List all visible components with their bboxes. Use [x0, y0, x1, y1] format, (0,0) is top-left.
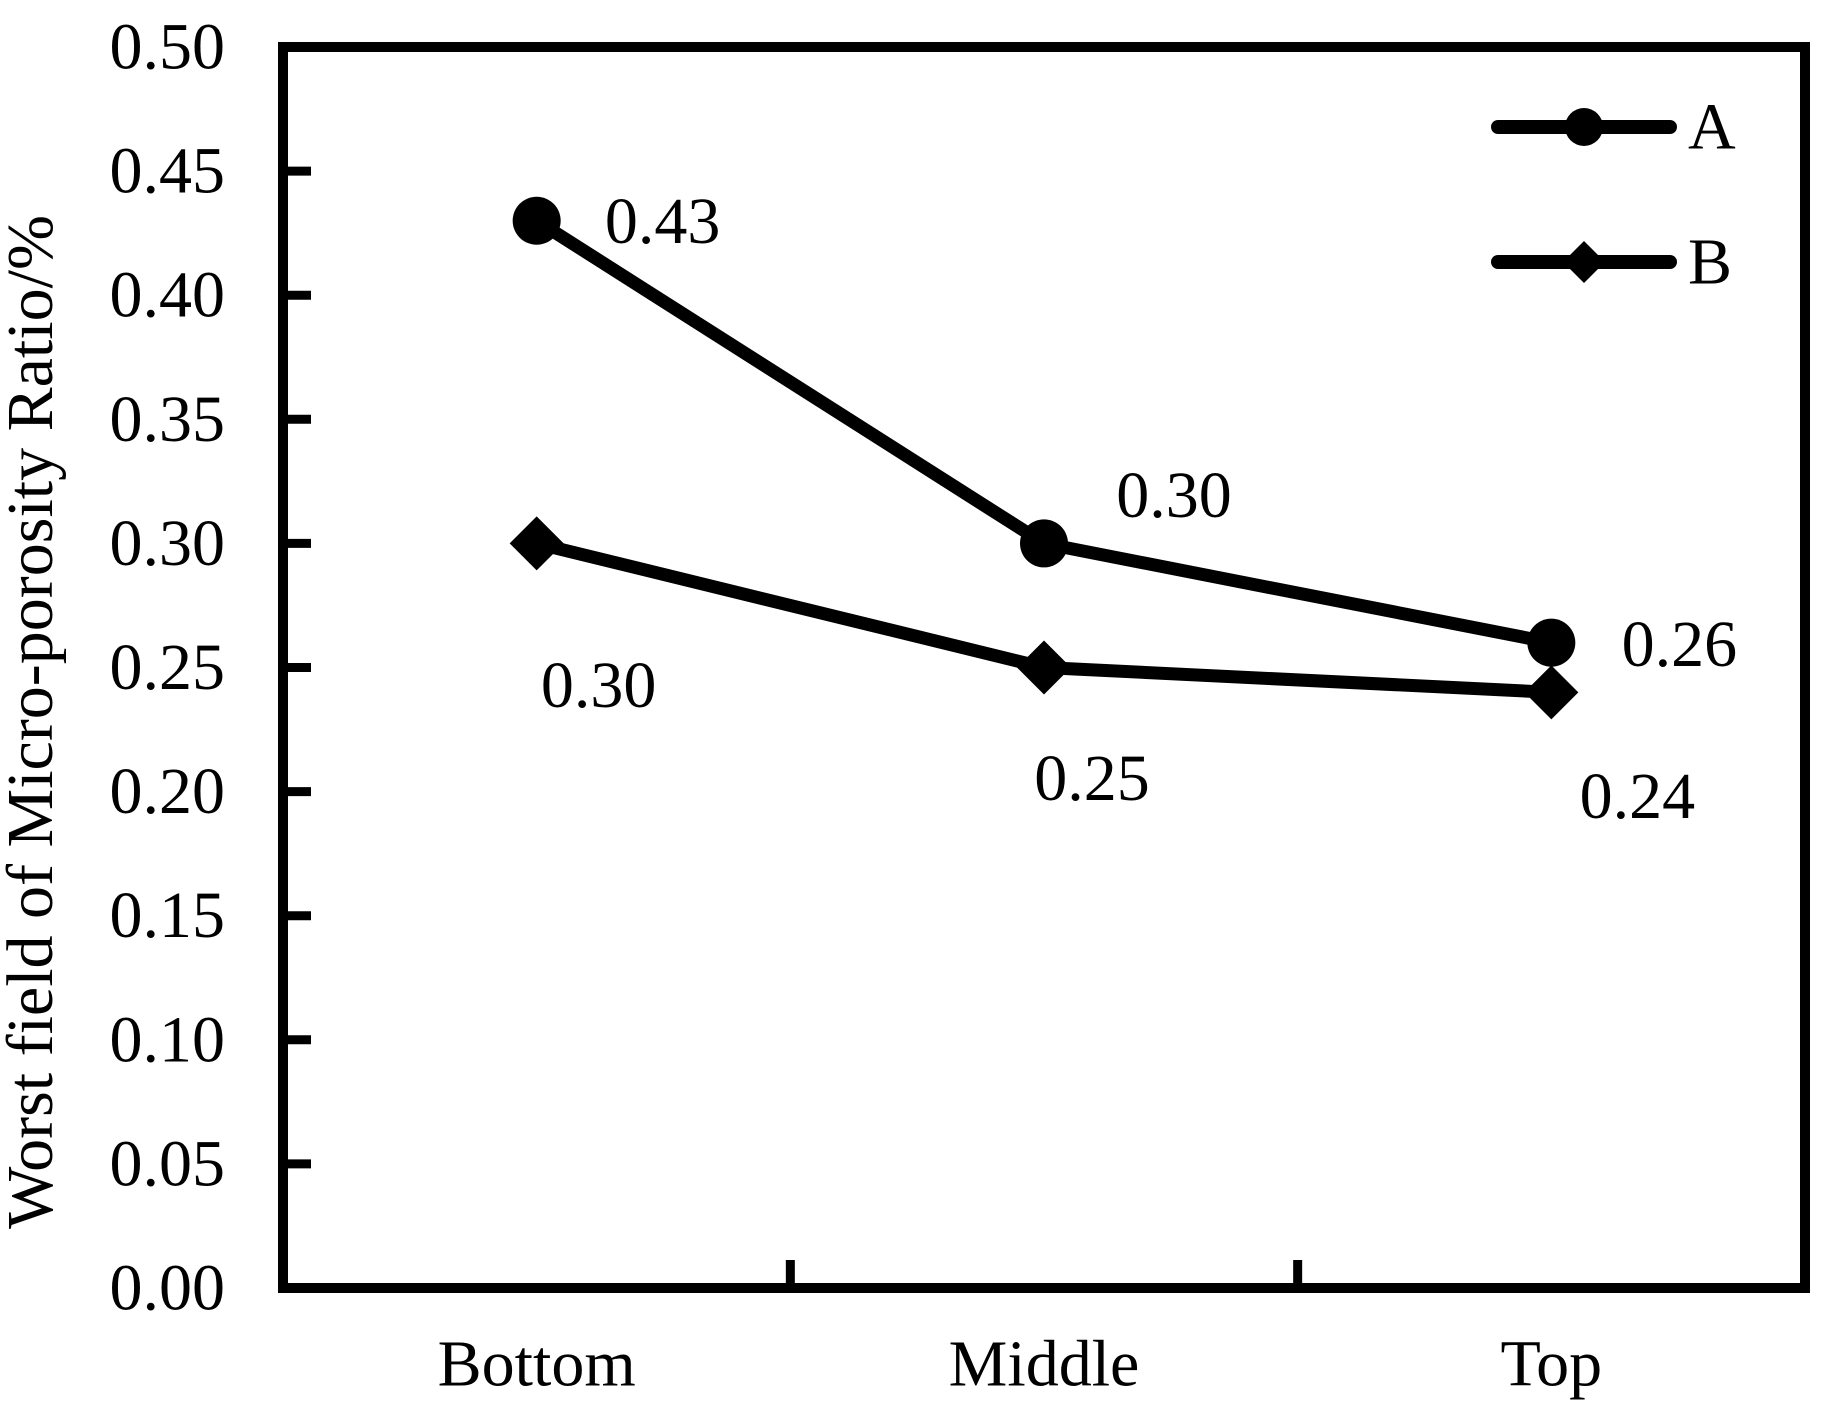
data-label: 0.43 [605, 185, 721, 258]
y-tick-label: 0.10 [110, 1003, 226, 1076]
legend-diamond-marker [1563, 241, 1605, 283]
x-category-label: Top [1500, 1328, 1602, 1401]
y-axis-tick-labels: 0.00 0.05 0.10 0.15 0.20 0.25 0.30 0.35 0.40 0.45… [110, 11, 226, 1325]
series-lines [533, 215, 1553, 699]
legend: AB [1491, 91, 1736, 299]
y-tick-label: 0.25 [110, 631, 226, 704]
series-B-marker [509, 516, 564, 571]
y-tick-label: 0.50 [110, 11, 226, 84]
data-label: 0.30 [541, 649, 657, 722]
data-label: 0.26 [1622, 608, 1738, 681]
data-label: 0.24 [1580, 760, 1696, 833]
y-tick-label: 0.15 [110, 879, 226, 952]
y-axis-ticks [279, 166, 311, 1169]
series-A-marker [1527, 618, 1576, 667]
data-label: 0.25 [1034, 742, 1150, 815]
y-tick-label: 0.20 [110, 755, 226, 828]
x-axis-ticks [785, 1260, 1303, 1292]
series-markers [509, 196, 1579, 720]
y-tick-label: 0.30 [110, 507, 226, 580]
y-tick-label: 0.05 [110, 1127, 226, 1200]
legend-label: A [1688, 91, 1736, 164]
data-label: 0.30 [1116, 459, 1232, 532]
legend-label: B [1688, 226, 1732, 299]
y-axis-title: Worst field of Micro-porosity Ratio/% [0, 215, 67, 1229]
data-point-labels: 0.43 0.30 0.26 0.30 0.25 0.24 [541, 185, 1737, 833]
y-tick-label: 0.45 [110, 135, 226, 208]
legend-circle-marker [1565, 108, 1603, 146]
series-A-marker [1020, 519, 1068, 568]
series-B-marker [1017, 640, 1071, 695]
y-tick-label: 0.35 [110, 383, 226, 456]
y-tick-label: 0.00 [110, 1252, 226, 1325]
series-A-marker [512, 196, 561, 245]
y-tick-label: 0.40 [110, 259, 226, 332]
x-category-label: Bottom [438, 1328, 636, 1401]
series-B-marker [1524, 665, 1579, 720]
x-category-label: Middle [949, 1328, 1140, 1401]
x-axis-category-labels: Bottom Middle Top [438, 1328, 1603, 1401]
